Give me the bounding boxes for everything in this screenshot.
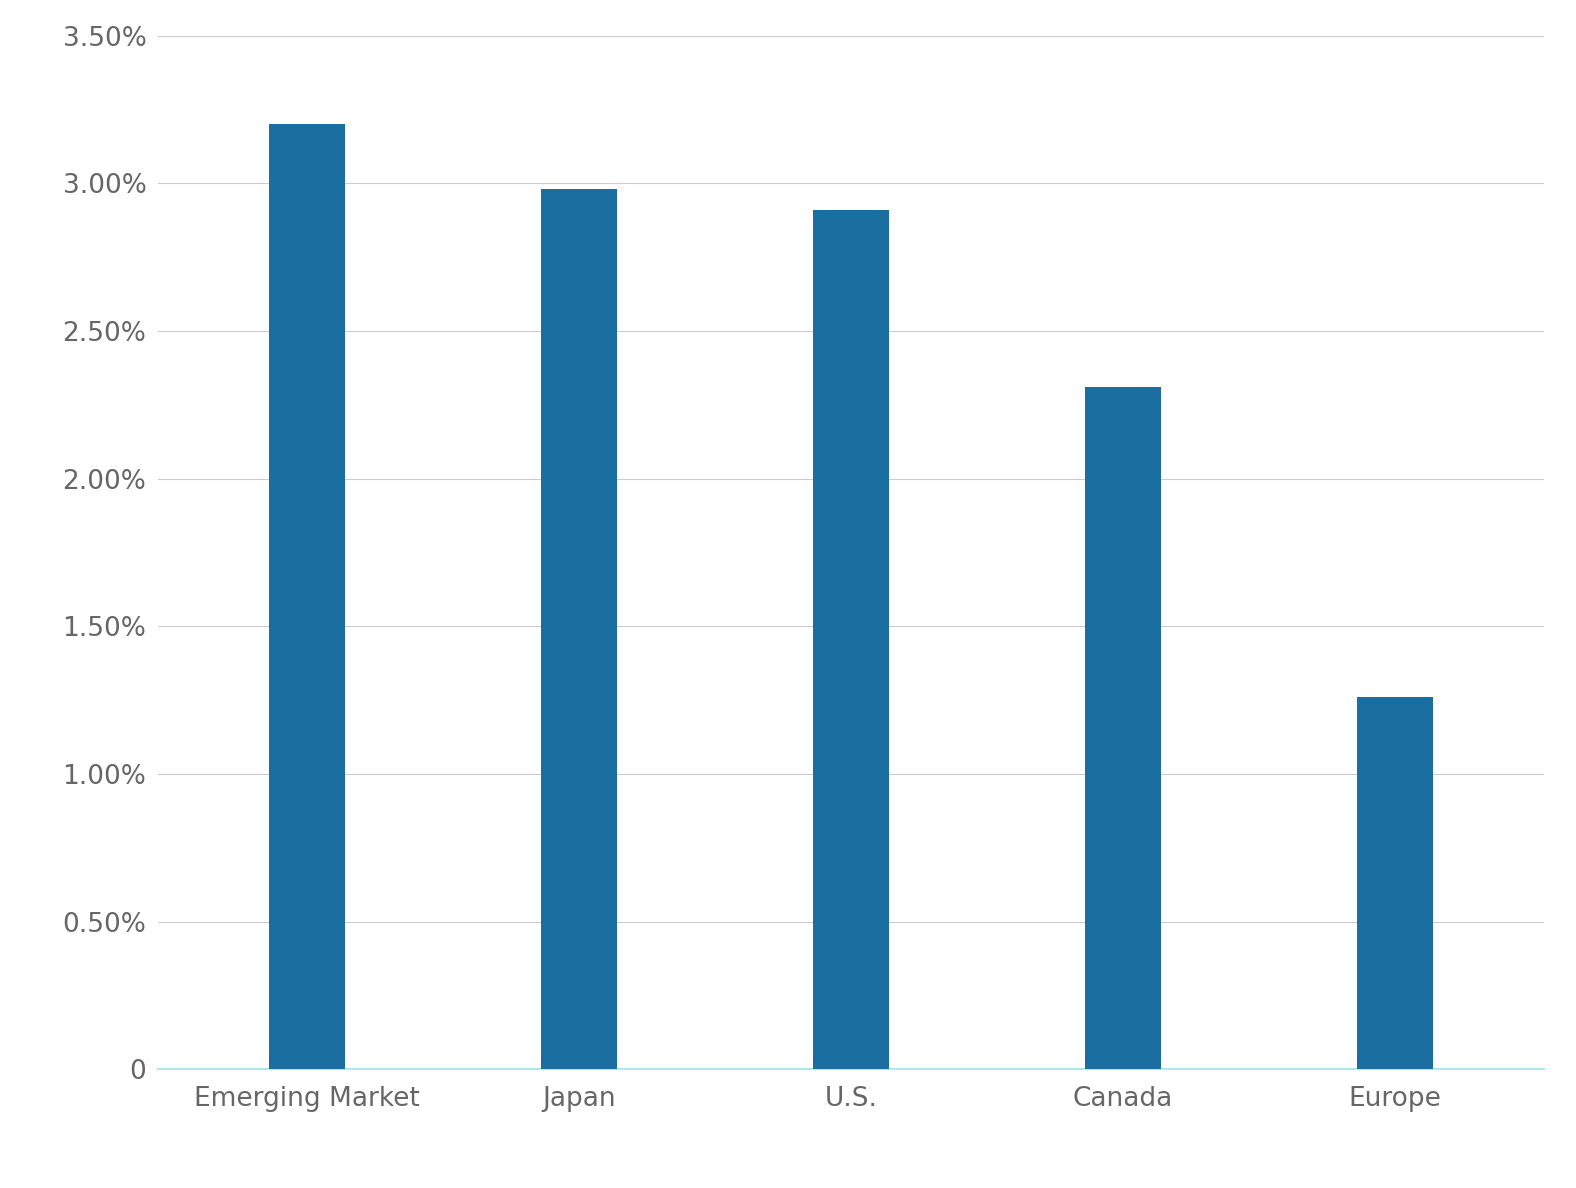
Bar: [541, 189, 618, 1069]
Bar: [1084, 387, 1162, 1069]
Bar: [269, 125, 345, 1069]
Bar: [1357, 697, 1433, 1069]
Bar: [813, 210, 889, 1069]
